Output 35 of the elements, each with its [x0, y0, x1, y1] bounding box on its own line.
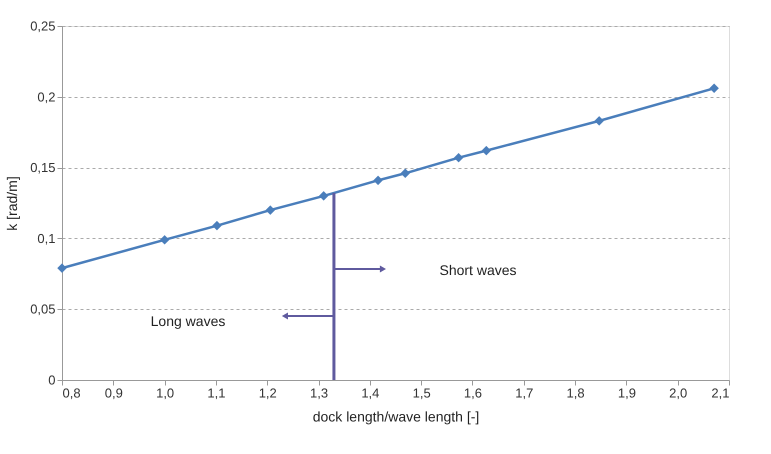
point	[482, 146, 492, 156]
y-tick-label: 0,2	[37, 89, 56, 104]
y-tick-label: 0,25	[30, 18, 56, 34]
y-axis-title: k [rad/m]	[4, 176, 20, 231]
annotation: Short waves	[439, 262, 517, 278]
point	[709, 84, 719, 94]
y-tick-label: 0,05	[30, 302, 56, 317]
point	[454, 152, 464, 162]
point	[57, 263, 67, 273]
point	[594, 116, 604, 126]
x-tick-label: 1,5	[412, 386, 431, 400]
x-tick-label: 1,3	[310, 386, 328, 400]
x-tick-label: 1,4	[361, 386, 380, 400]
point	[212, 220, 222, 230]
point	[318, 191, 328, 201]
x-axis-title: dock length/wave length [-]	[312, 408, 480, 424]
x-tick-label: 1,7	[515, 386, 534, 400]
point	[373, 176, 383, 186]
x-tick-label: 1,6	[464, 386, 482, 400]
x-tick-label: 0,9	[104, 386, 123, 400]
point	[400, 168, 410, 178]
y-tick-label: 0,15	[30, 160, 56, 176]
x-tick-label: 1,8	[566, 386, 585, 400]
y-tick-label: 0,1	[37, 230, 56, 246]
x-tick-label: 1,0	[156, 386, 174, 400]
point	[266, 205, 276, 215]
x-tick-label: 1,9	[618, 386, 636, 400]
x-tick-label: 2,1	[711, 386, 730, 400]
x-tick-label: 2,0	[669, 386, 688, 400]
x-tick-label: 0,8	[62, 386, 81, 400]
y-tick-label: 0	[48, 372, 56, 388]
x-tick-label: 1,2	[258, 386, 277, 400]
x-tick-label: 1,1	[207, 386, 226, 400]
annotation: Long waves	[150, 313, 226, 329]
point	[160, 235, 170, 245]
